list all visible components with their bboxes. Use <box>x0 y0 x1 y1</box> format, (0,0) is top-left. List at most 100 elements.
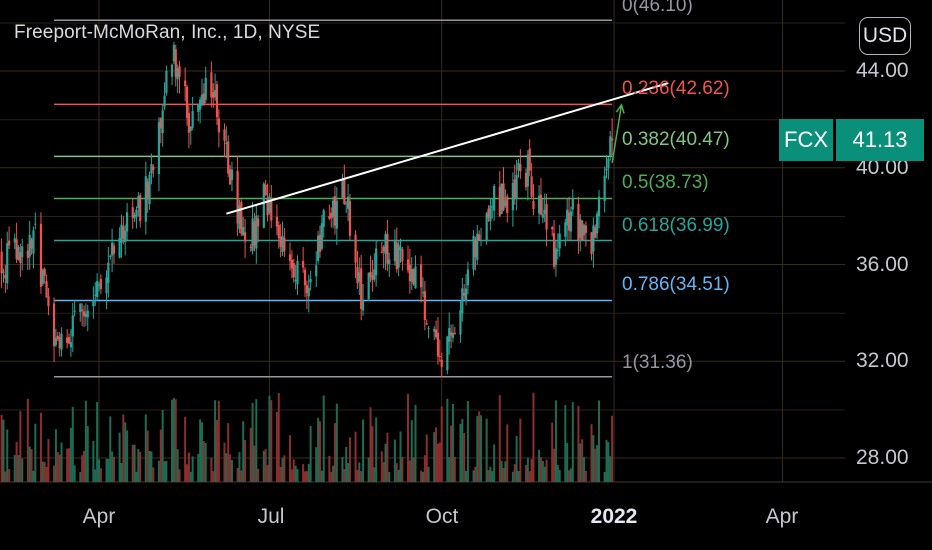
candle-body <box>79 303 82 313</box>
candle-body <box>212 91 215 98</box>
candle-body <box>238 205 241 229</box>
volume-bar <box>236 468 239 482</box>
candle-body <box>425 323 428 325</box>
candle-body <box>346 196 350 209</box>
volume-bar <box>485 418 488 482</box>
candle-body <box>109 255 112 257</box>
candle-body <box>243 232 247 242</box>
volume-bar <box>133 444 136 482</box>
volume-bar <box>294 465 297 482</box>
candle-body <box>360 268 363 309</box>
candle-body <box>8 240 11 246</box>
candle-body <box>382 246 385 252</box>
volume-bar <box>131 444 134 482</box>
candle-body <box>590 232 593 255</box>
candle-body <box>584 225 588 233</box>
volume-bar <box>530 459 533 482</box>
candle-body <box>184 80 187 87</box>
volume-bar <box>395 463 398 482</box>
volume-bar <box>407 393 409 482</box>
candle-body <box>163 95 166 107</box>
volume-bar <box>305 471 308 482</box>
candle-body <box>380 251 383 253</box>
candle-body <box>427 328 430 330</box>
volume-bar <box>210 457 213 482</box>
candle-body <box>502 183 505 210</box>
volume-bar <box>607 442 610 482</box>
volume-bar <box>410 420 413 482</box>
candle-body <box>423 291 426 320</box>
candle-body <box>279 236 282 247</box>
volume-bar <box>579 443 582 482</box>
volume-bar <box>611 415 614 482</box>
volume-bar <box>28 446 31 482</box>
fib-level-label: 1(31.36) <box>622 352 693 373</box>
volume-bar <box>384 443 387 482</box>
candle-body <box>579 219 582 238</box>
volume-bar <box>139 451 142 482</box>
volume-bar <box>362 419 365 482</box>
candle-body <box>545 204 548 230</box>
volume-bar <box>433 432 436 482</box>
volume-bar <box>581 439 584 482</box>
candle-body <box>294 280 297 282</box>
candle-body <box>290 259 293 269</box>
candle-body <box>609 136 612 156</box>
volume-bar <box>45 466 48 482</box>
volume-bar <box>465 470 468 482</box>
volume-bar <box>187 452 190 482</box>
volume-bar <box>184 416 187 482</box>
candle-body <box>539 194 543 215</box>
volume-bar <box>448 457 451 482</box>
candle-body <box>541 214 544 218</box>
volume-bar <box>99 468 102 482</box>
candle-body <box>373 269 376 280</box>
candle-body <box>6 243 9 284</box>
candle-body <box>71 315 74 337</box>
candle-body <box>111 242 114 256</box>
candle-body <box>433 328 436 332</box>
candle-body <box>122 226 125 239</box>
volume-bar <box>71 406 74 482</box>
candle-body <box>367 272 370 300</box>
candle-body <box>530 176 533 197</box>
volume-bar <box>34 423 37 482</box>
candle-body <box>277 224 280 238</box>
volume-bar <box>315 447 318 482</box>
volume-bar <box>440 406 443 482</box>
volume-bar <box>171 399 174 482</box>
volume-bar <box>427 466 430 482</box>
candle-body <box>453 332 456 335</box>
candle-body <box>223 129 226 141</box>
volume-bar <box>594 448 597 482</box>
volume-bar <box>79 471 82 482</box>
volume-bar <box>146 430 149 482</box>
candle-body <box>204 77 207 100</box>
volume-bar <box>229 454 232 482</box>
candle-body <box>96 281 99 297</box>
candle-body <box>317 235 320 261</box>
volume-bar <box>438 442 441 482</box>
volume-bar <box>553 448 556 482</box>
candle-body <box>264 184 267 196</box>
volume-bar <box>157 460 160 482</box>
candle-body <box>139 195 142 222</box>
currency-button[interactable]: USD <box>859 17 911 55</box>
volume-bar <box>92 440 95 482</box>
volume-bar <box>178 469 181 482</box>
candle-body <box>410 269 413 282</box>
volume-bar <box>296 469 299 482</box>
volume-bar <box>318 421 321 482</box>
volume-bar <box>191 456 194 482</box>
volume-bar <box>112 456 115 482</box>
volume-bar <box>270 400 273 482</box>
volume-bar <box>393 439 396 482</box>
volume-bar <box>528 471 531 482</box>
volume-bar <box>420 470 423 482</box>
candle-body <box>200 94 204 105</box>
candle-body <box>491 206 494 208</box>
volume-bar <box>8 469 11 482</box>
candle-body <box>133 214 136 219</box>
volume-bar <box>554 400 557 482</box>
